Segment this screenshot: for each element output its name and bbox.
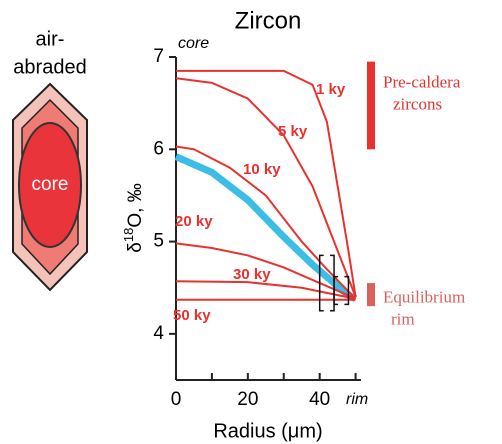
chart-title: Zircon bbox=[235, 7, 302, 34]
caption: air- bbox=[36, 28, 65, 50]
caption: abraded bbox=[13, 56, 86, 78]
y-tick-label: 4 bbox=[153, 323, 164, 344]
core-ellipse bbox=[18, 122, 82, 248]
y-label-part: O, ‰ bbox=[125, 183, 146, 227]
range-label: zircons bbox=[393, 95, 442, 114]
y-tick-label: 7 bbox=[153, 46, 164, 67]
model-profile bbox=[175, 280, 356, 300]
y-label-part: δ bbox=[125, 242, 146, 253]
range-label: Equilibrium bbox=[383, 288, 465, 307]
x-tick-label: 20 bbox=[237, 389, 258, 410]
y-label-sup: 18 bbox=[121, 228, 136, 242]
measured-profile bbox=[174, 153, 358, 302]
curve-label: 5 ky bbox=[278, 123, 308, 140]
curve-label: 1 ky bbox=[316, 81, 346, 98]
range-bar bbox=[367, 283, 375, 307]
curve-label: 30 ky bbox=[233, 266, 271, 283]
model-profile bbox=[175, 145, 357, 300]
curve-label: 10 ky bbox=[243, 161, 281, 178]
range-label: rim bbox=[391, 310, 415, 329]
x-tick-label: 40 bbox=[309, 389, 330, 410]
x-axis-label: Radius (μm) bbox=[213, 420, 322, 442]
curve-label: 50 ky bbox=[173, 307, 211, 324]
grain-diagram: air- abraded core bbox=[12, 28, 88, 292]
top-label: core bbox=[178, 35, 209, 52]
error-bracket bbox=[333, 275, 350, 306]
x-tick-label: 0 bbox=[171, 389, 182, 410]
curve-label: 20 ky bbox=[175, 213, 213, 230]
range-label: Pre-caldera bbox=[383, 73, 461, 92]
y-axis-label: δ18O, ‰ bbox=[121, 183, 146, 252]
y-tick-label: 6 bbox=[153, 138, 164, 159]
core-label: core bbox=[32, 174, 69, 195]
y-tick-label: 5 bbox=[153, 231, 164, 252]
model-profile bbox=[175, 77, 357, 298]
end-label: rim bbox=[346, 391, 368, 408]
model-profile bbox=[175, 242, 357, 300]
model-profile bbox=[176, 69, 357, 298]
range-bar bbox=[367, 61, 375, 150]
